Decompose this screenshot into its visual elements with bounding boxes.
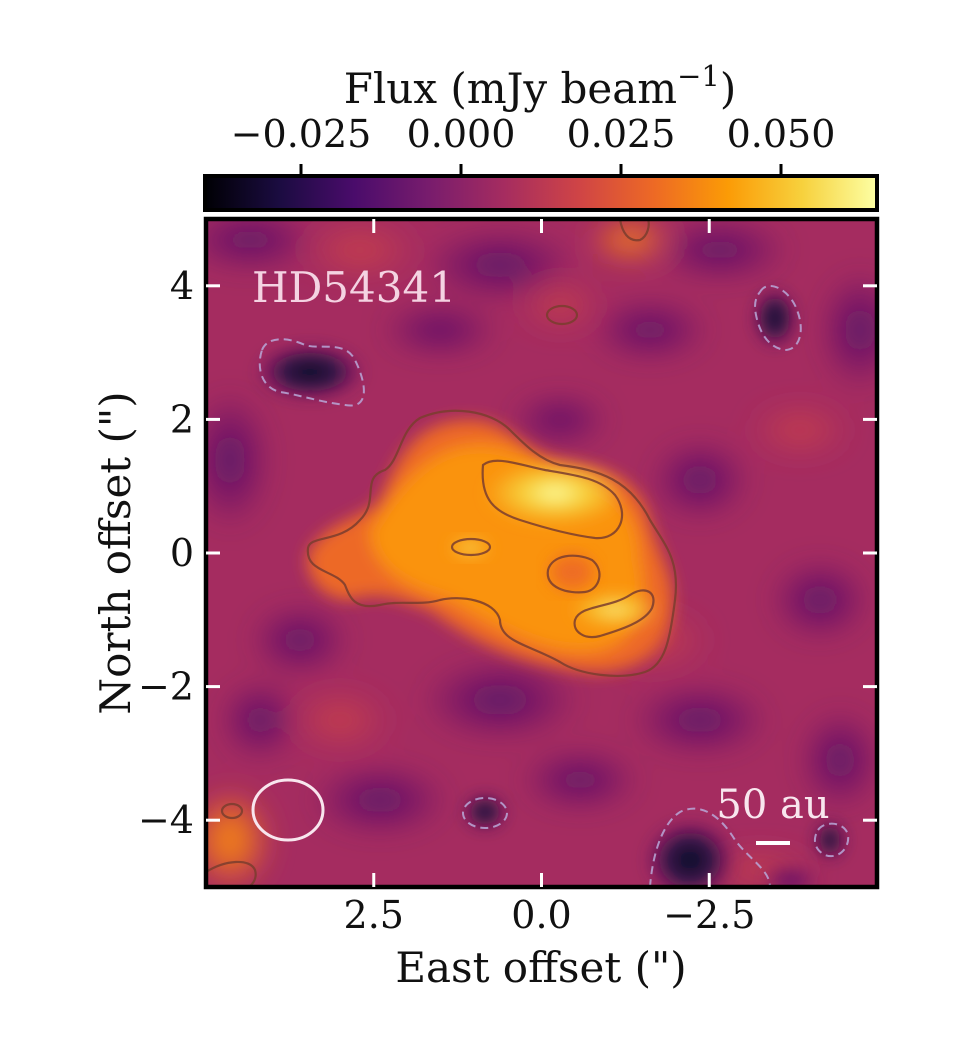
x-tick-label: 0.0 bbox=[511, 893, 571, 937]
y-tick-label: 0 bbox=[170, 531, 194, 575]
colorbar-ticks: −0.025 0.000 0.025 0.050 bbox=[231, 112, 836, 176]
contour-top-edge bbox=[618, 219, 650, 242]
neg-contour-south bbox=[462, 797, 508, 829]
colorbar-label-main: Flux (mJy beam bbox=[344, 64, 677, 113]
colorbar-tick-label: 0.050 bbox=[727, 112, 836, 156]
contour-hole bbox=[546, 554, 601, 594]
x-tick-label: −2.5 bbox=[663, 893, 755, 937]
contour-southwest-small bbox=[220, 802, 244, 820]
neg-contour-northeast bbox=[258, 338, 365, 407]
scale-bar: 50 au bbox=[716, 782, 830, 845]
scale-bar-label: 50 au bbox=[716, 782, 829, 828]
y-axis-label: North offset (") bbox=[91, 391, 140, 714]
neg-contour-northwest bbox=[754, 285, 802, 352]
colorbar-tick-label: −0.025 bbox=[231, 112, 372, 156]
colorbar-label-exponent: −1 bbox=[677, 59, 720, 93]
beam-ellipse bbox=[251, 778, 325, 842]
contour-knot bbox=[450, 537, 492, 557]
neg-contour-southeast-small bbox=[813, 822, 850, 858]
positive-contours bbox=[206, 219, 678, 887]
y-tick-label: 2 bbox=[170, 397, 194, 441]
x-axis-label: East offset (") bbox=[395, 943, 686, 992]
colorbar-label-close: ) bbox=[720, 64, 736, 113]
colorbar-bar bbox=[203, 174, 879, 212]
contour-arm bbox=[573, 589, 655, 639]
flux-map-image bbox=[206, 219, 877, 887]
y-tick-label: −4 bbox=[138, 798, 194, 842]
y-tick-label: 4 bbox=[170, 264, 194, 308]
negative-contours bbox=[258, 285, 850, 887]
contour-outer bbox=[306, 409, 678, 677]
flux-map: HD54341 50 au 2.5 0.0 −2.5 4 2 0 −2 −4 bbox=[138, 216, 880, 937]
colorbar-label: Flux (mJy beam−1) bbox=[344, 59, 737, 113]
colorbar: Flux (mJy beam−1) −0.025 0.000 0.025 0.050 bbox=[203, 59, 879, 212]
y-tick-label: −2 bbox=[138, 665, 194, 709]
x-tick-label: 2.5 bbox=[344, 893, 404, 937]
contour-core bbox=[481, 459, 624, 540]
contour-north bbox=[545, 304, 579, 326]
neg-contour-southeast bbox=[649, 807, 771, 887]
colorbar-tick-label: 0.000 bbox=[407, 112, 516, 156]
axis-ticks: 2.5 0.0 −2.5 4 2 0 −2 −4 bbox=[138, 219, 877, 937]
target-label: HD54341 bbox=[252, 263, 456, 312]
colorbar-tick-label: 0.025 bbox=[567, 112, 676, 156]
